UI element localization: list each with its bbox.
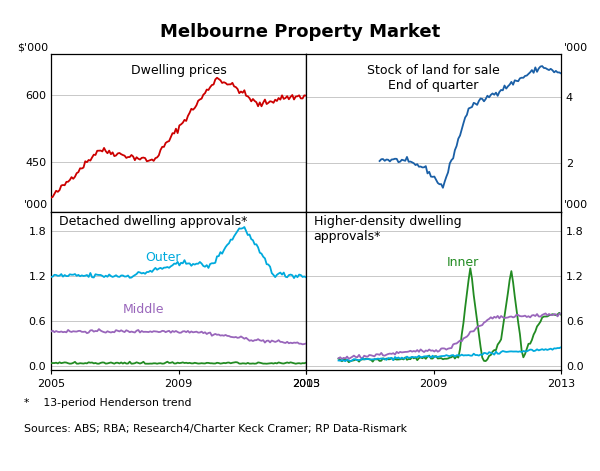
Text: Melbourne Property Market: Melbourne Property Market — [160, 23, 440, 41]
Text: Detached dwelling approvals*: Detached dwelling approvals* — [59, 215, 247, 228]
Text: Higher-density dwelling
approvals*: Higher-density dwelling approvals* — [314, 215, 461, 243]
Text: *    13-period Henderson trend: * 13-period Henderson trend — [24, 398, 191, 408]
Text: Outer: Outer — [145, 252, 181, 264]
Text: Sources: ABS; RBA; Research4/Charter Keck Cramer; RP Data-Rismark: Sources: ABS; RBA; Research4/Charter Kec… — [24, 424, 407, 434]
Text: '000: '000 — [25, 200, 49, 211]
Text: Inner: Inner — [446, 256, 479, 269]
Text: '000: '000 — [563, 42, 587, 53]
Text: Stock of land for sale
End of quarter: Stock of land for sale End of quarter — [367, 64, 500, 92]
Text: '000: '000 — [563, 200, 587, 211]
Text: Middle: Middle — [122, 303, 164, 317]
Text: $'000: $'000 — [17, 42, 49, 53]
Text: Dwelling prices: Dwelling prices — [131, 64, 226, 77]
